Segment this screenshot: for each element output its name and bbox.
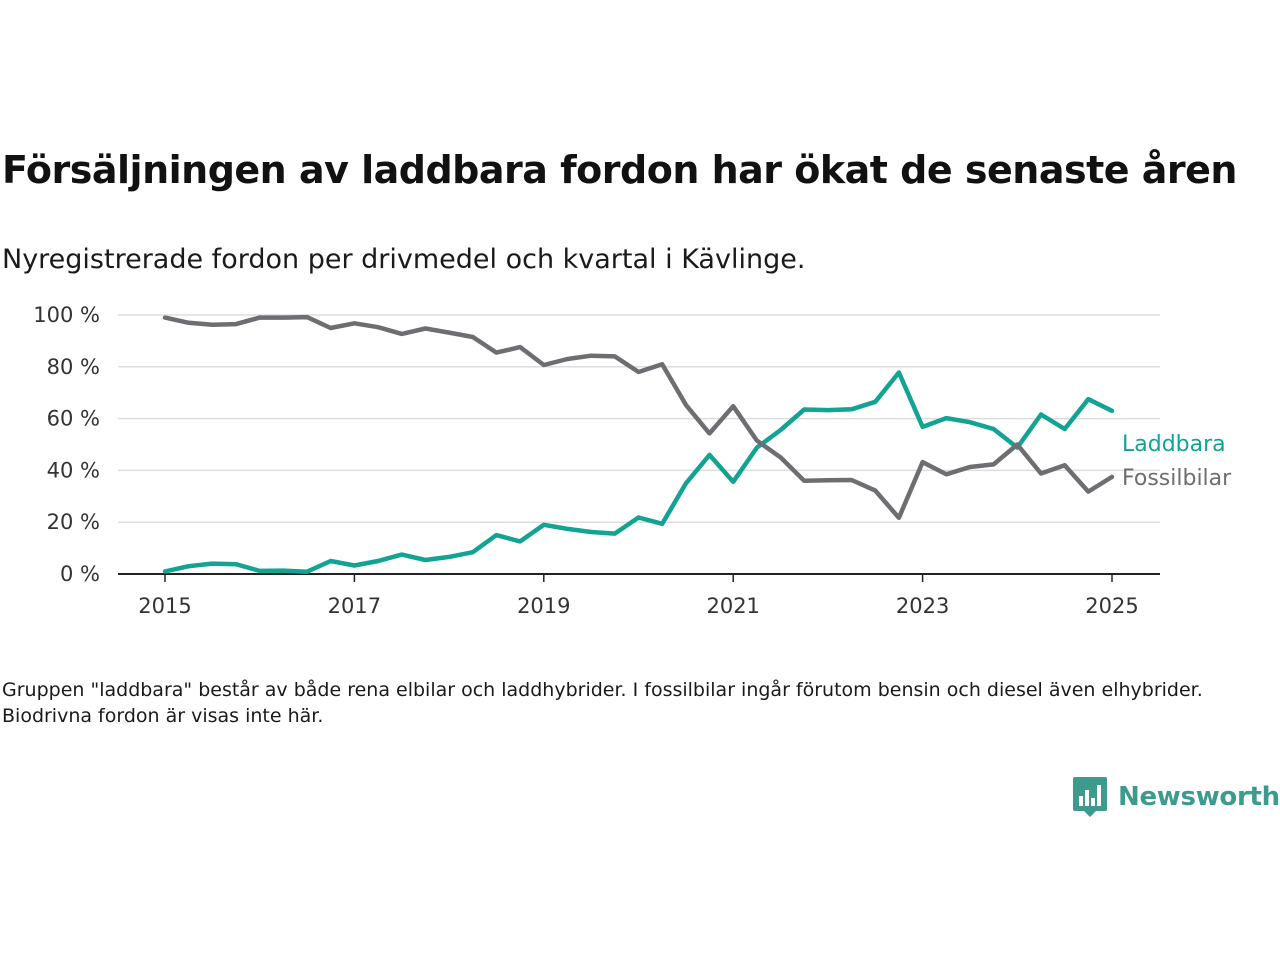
series-lines [162,314,1115,574]
y-axis-ticks: 0 % 20 % 40 % 60 % 80 % 100 % [33,303,100,586]
newsworthy-logo-icon [1073,777,1107,817]
y-tick-label: 100 % [33,303,100,327]
series-label-laddbara: Laddbara [1122,432,1226,457]
y-tick-label: 40 % [47,458,100,482]
x-tick-label: 2017 [328,594,381,618]
brand-name: Newsworthy [1118,782,1280,812]
series-line-fossilbilar [162,314,1115,521]
y-tick-label: 20 % [47,510,100,534]
footnote: Gruppen "laddbara" består av både rena e… [2,679,1203,727]
series-label-fossilbilar: Fossilbilar [1122,466,1232,491]
y-tick-label: 80 % [47,355,100,379]
x-tick-label: 2023 [896,594,949,618]
x-tick-label: 2019 [517,594,570,618]
x-axis-ticks: 2015 2017 2019 2021 2023 2025 [138,574,1139,618]
x-tick-label: 2021 [706,594,759,618]
y-tick-label: 60 % [47,407,100,431]
gridlines [118,314,1160,575]
chart-subtitle: Nyregistrerade fordon per drivmedel och … [2,244,806,275]
x-tick-label: 2015 [138,594,191,618]
x-tick-label: 2025 [1085,594,1138,618]
y-tick-label: 0 % [60,562,100,586]
newsworthy-logo[interactable]: Newsworthy [1072,776,1280,818]
series-labels: Laddbara Fossilbilar [1122,432,1232,491]
chart-title: Försäljningen av laddbara fordon har öka… [2,148,1237,192]
series-line-laddbara [162,370,1115,574]
line-chart: 0 % 20 % 40 % 60 % 80 % 100 % 2015 2017 2019 202… [33,303,1232,618]
